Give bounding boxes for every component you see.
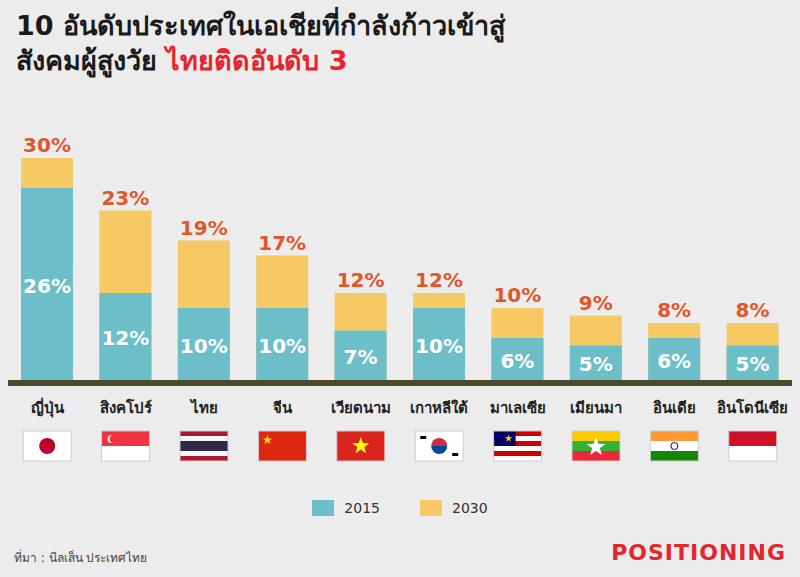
svg-text:10%: 10% bbox=[258, 334, 306, 358]
svg-text:30%: 30% bbox=[23, 133, 71, 157]
html-text:POSITIONING: POSITIONING bbox=[611, 540, 786, 565]
svg-text:เวียดนาม: เวียดนาม bbox=[331, 399, 391, 417]
html-text:2015: 2015 bbox=[344, 500, 380, 516]
html-text:2030: 2030 bbox=[452, 500, 488, 516]
svg-text:23%: 23% bbox=[101, 186, 149, 210]
svg-text:เมียนมา: เมียนมา bbox=[570, 399, 622, 417]
svg-text:12%: 12% bbox=[101, 326, 149, 350]
svg-text:12%: 12% bbox=[337, 268, 385, 292]
svg-text:5%: 5% bbox=[579, 352, 613, 376]
svg-text:ญี่ปุ่น: ญี่ปุ่น bbox=[31, 397, 65, 418]
svg-text:7%: 7% bbox=[344, 345, 378, 369]
svg-text:ไทย: ไทย bbox=[189, 398, 218, 417]
svg-text:8%: 8% bbox=[657, 298, 691, 322]
svg-text:10%: 10% bbox=[493, 283, 541, 307]
svg-text:6%: 6% bbox=[657, 349, 691, 373]
svg-text:10%: 10% bbox=[415, 334, 463, 358]
svg-text:6%: 6% bbox=[500, 349, 534, 373]
svg-text:17%: 17% bbox=[258, 231, 306, 255]
svg-text:จีน: จีน bbox=[273, 399, 293, 417]
svg-text:26%: 26% bbox=[23, 274, 71, 298]
svg-text:9%: 9% bbox=[579, 291, 613, 315]
html-text:ที่มา : นีลเส็น ประเทศไทย: ที่มา : นีลเส็น ประเทศไทย bbox=[14, 551, 148, 565]
svg-text:เกาหลีใต้: เกาหลีใต้ bbox=[410, 399, 468, 417]
svg-text:19%: 19% bbox=[180, 216, 228, 240]
svg-text:8%: 8% bbox=[736, 298, 770, 322]
svg-text:อินเดีย: อินเดีย bbox=[653, 399, 696, 417]
svg-text:มาเลเซีย: มาเลเซีย bbox=[490, 399, 546, 417]
svg-text:12%: 12% bbox=[415, 268, 463, 292]
svg-text:อินโดนีเซีย: อินโดนีเซีย bbox=[717, 398, 788, 417]
svg-text:สิงคโปร์: สิงคโปร์ bbox=[100, 398, 153, 417]
html-text:10 อันดับประเทศในเอเชียที่กำลั: 10 อันดับประเทศในเอเชียที่กำลังก้าวเข้าส… bbox=[16, 10, 505, 77]
svg-text:5%: 5% bbox=[736, 352, 770, 376]
svg-text:10%: 10% bbox=[180, 334, 228, 358]
